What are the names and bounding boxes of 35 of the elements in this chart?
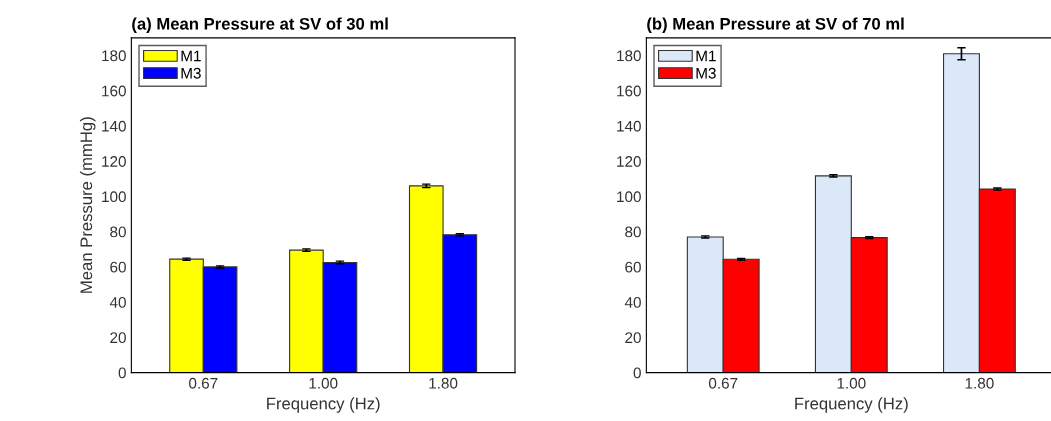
x-tick-label: 1.00 xyxy=(837,377,866,389)
y-tick-label: 80 xyxy=(110,226,126,238)
y-tick-label: 20 xyxy=(625,332,641,344)
y-tick-label: 100 xyxy=(102,191,126,203)
x-tick-label: 1.00 xyxy=(309,377,338,389)
x-axis-title: Frequency (Hz) xyxy=(795,397,908,413)
y-tick-label: 60 xyxy=(110,261,126,273)
y-tick-label: 140 xyxy=(102,120,126,132)
y-tick-label: 160 xyxy=(102,85,126,97)
chart-title: (a) Mean Pressure at SV of 30 ml xyxy=(132,17,388,34)
y-tick-label: 140 xyxy=(617,120,641,132)
legend-label: M3 xyxy=(696,67,716,79)
y-tick-label: 0 xyxy=(118,367,126,379)
y-tick-label: 80 xyxy=(625,226,641,238)
y-tick-label: 180 xyxy=(102,50,126,62)
y-tick-label: 0 xyxy=(633,367,641,379)
x-tick-label: 1.80 xyxy=(965,377,994,389)
y-tick-label: 60 xyxy=(625,261,641,273)
y-tick-label: 40 xyxy=(624,296,641,308)
legend-label: M1 xyxy=(181,50,201,62)
legend-label: M1 xyxy=(696,50,716,62)
y-tick-label: 40 xyxy=(109,296,126,308)
chart-title: (b) Mean Pressure at SV of 70 ml xyxy=(647,17,904,34)
y-axis-title: Mean Pressure (mmHg) xyxy=(79,117,96,293)
x-tick-label: 0.67 xyxy=(708,377,738,389)
y-tick-label: 160 xyxy=(617,85,641,97)
y-tick-label: 120 xyxy=(102,156,126,167)
x-tick-label: 1.80 xyxy=(429,377,458,389)
x-tick-label: 0.67 xyxy=(189,377,218,389)
x-axis-title: Frequency (Hz) xyxy=(267,397,380,413)
y-tick-label: 20 xyxy=(110,332,126,344)
y-tick-label: 100 xyxy=(617,191,641,203)
legend-label: M3 xyxy=(181,67,201,79)
y-tick-label: 180 xyxy=(617,50,641,62)
y-tick-label: 120 xyxy=(617,156,641,167)
